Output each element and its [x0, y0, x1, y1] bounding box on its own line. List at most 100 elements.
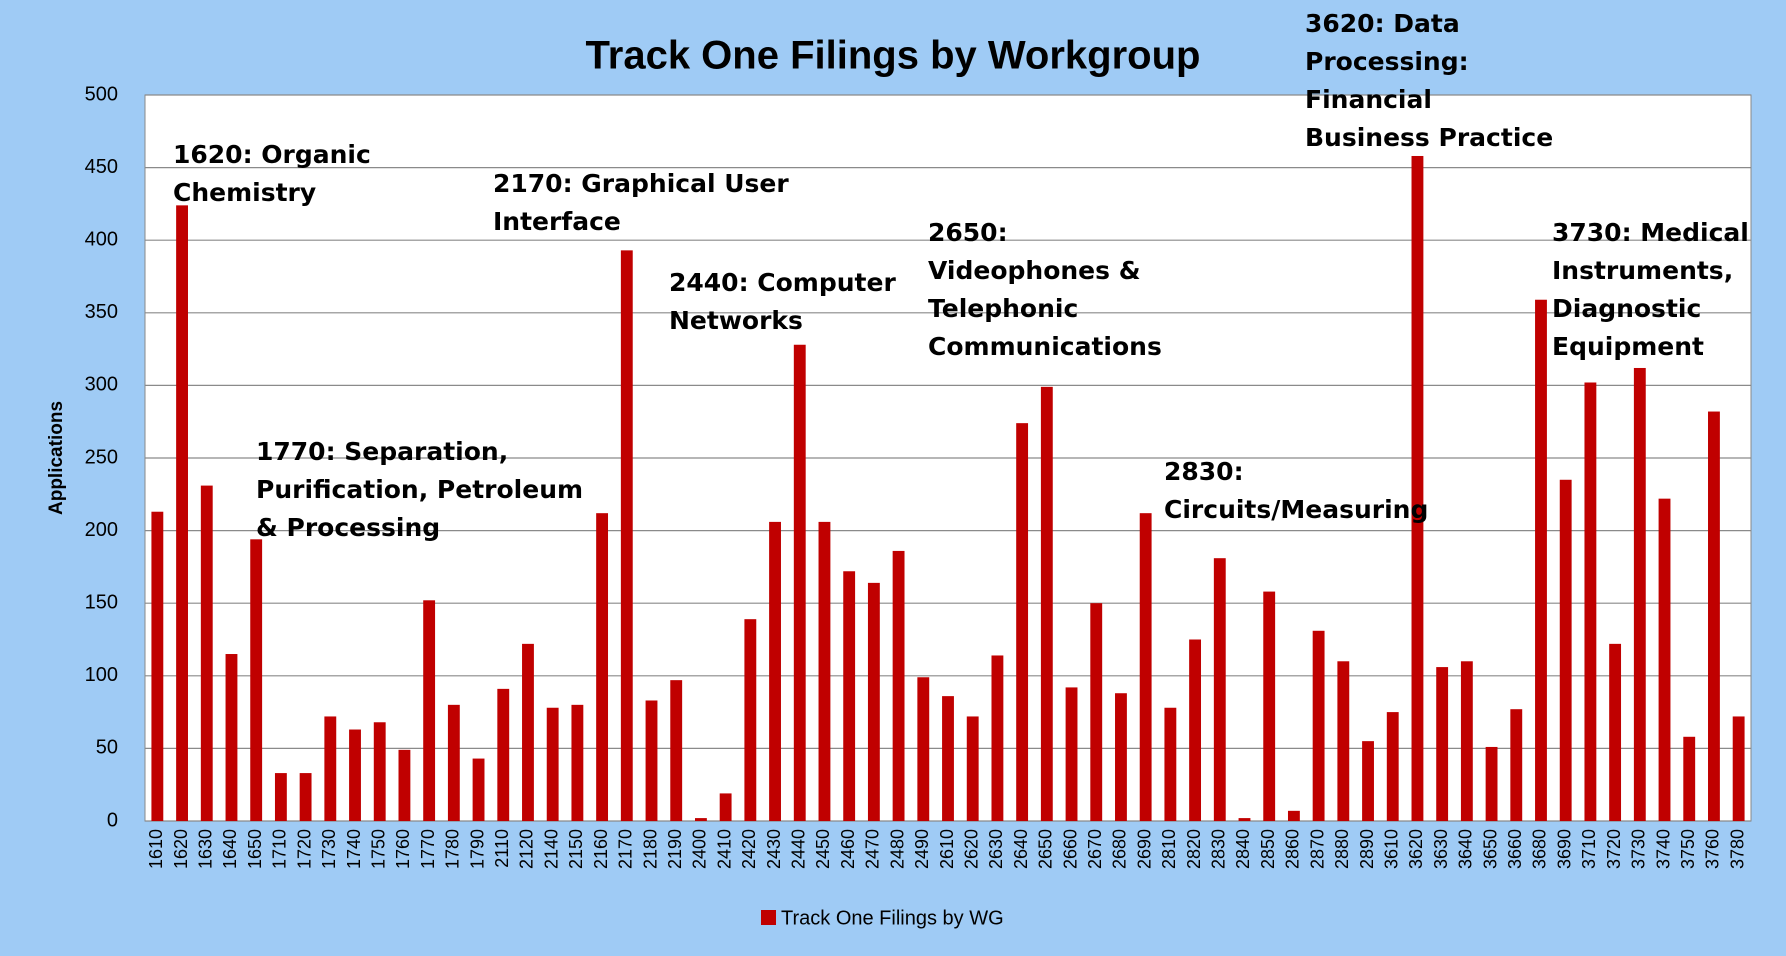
bar [1460, 661, 1473, 821]
x-tick-label: 3620 [1406, 829, 1426, 869]
bar [1362, 741, 1374, 821]
bar [522, 643, 534, 821]
bar [1658, 498, 1671, 821]
y-tick-label: 100 [85, 664, 118, 686]
x-tick-label: 3720 [1604, 829, 1624, 869]
bar [1263, 591, 1276, 821]
bar [250, 539, 263, 821]
annotation: 2830: [1164, 457, 1244, 486]
bar [1238, 818, 1251, 821]
bar [324, 716, 337, 821]
bar [1633, 367, 1646, 821]
bar [1510, 709, 1523, 821]
bar [299, 773, 312, 821]
bar [1559, 479, 1572, 821]
bar [966, 716, 979, 821]
bar [1090, 603, 1103, 821]
x-tick-label: 2690 [1134, 829, 1154, 869]
annotation: Networks [669, 306, 803, 335]
x-tick-label: 2420 [739, 829, 759, 869]
x-tick-label: 3730 [1629, 829, 1649, 869]
bar [1189, 639, 1202, 821]
x-tick-label: 2160 [591, 829, 611, 869]
annotation: 3730: Medical [1552, 218, 1749, 247]
x-tick-label: 2630 [986, 829, 1006, 869]
x-tick-label: 1630 [196, 829, 216, 869]
bar [719, 793, 732, 821]
y-tick-label: 350 [85, 301, 118, 323]
x-tick-label: 1640 [220, 829, 240, 869]
x-tick-label: 2830 [1209, 829, 1229, 869]
bar [274, 773, 287, 821]
x-tick-label: 2140 [541, 829, 561, 869]
bar [1016, 423, 1029, 821]
bar [917, 677, 930, 821]
bar [1708, 411, 1720, 821]
x-tick-label: 2640 [1011, 829, 1031, 869]
bar [1411, 155, 1424, 821]
x-tick-label: 2680 [1110, 829, 1130, 869]
x-tick-label: 1650 [245, 829, 265, 869]
bar [1164, 707, 1177, 821]
annotation: 2170: Graphical User [493, 169, 789, 198]
x-tick-label: 1740 [344, 829, 364, 869]
annotation: Communications [928, 332, 1162, 361]
x-tick-label: 2460 [838, 829, 858, 869]
legend-label: Track One Filings by WG [781, 907, 1004, 929]
x-tick-label: 2490 [912, 829, 932, 869]
annotation: 1620: Organic [173, 140, 371, 169]
bar [1337, 661, 1350, 821]
x-tick-label: 2620 [961, 829, 981, 869]
x-tick-label: 2170 [616, 829, 636, 869]
x-tick-label: 2890 [1357, 829, 1377, 869]
x-tick-label: 3780 [1727, 829, 1747, 869]
bar [620, 250, 633, 821]
x-tick-label: 3650 [1480, 829, 1500, 869]
x-tick-label: 3610 [1381, 829, 1401, 869]
y-tick-label: 150 [85, 591, 118, 613]
annotation: Telephonic [928, 294, 1078, 323]
x-tick-label: 1770 [418, 829, 438, 869]
bar [843, 571, 856, 821]
bar [892, 550, 905, 821]
bar [818, 521, 831, 821]
bar [694, 818, 707, 821]
x-tick-label: 2860 [1283, 829, 1303, 869]
x-tick-label: 1720 [294, 829, 314, 869]
annotation: Videophones & [928, 256, 1141, 285]
bar [151, 511, 164, 821]
bar [1213, 558, 1226, 821]
x-tick-label: 2870 [1307, 829, 1327, 869]
x-tick-label: 2450 [813, 829, 833, 869]
x-tick-label: 2650 [1036, 829, 1056, 869]
bar [1040, 386, 1053, 821]
bar [1287, 810, 1300, 821]
bar [398, 749, 411, 821]
annotation: Processing: [1305, 47, 1469, 76]
bar [546, 707, 559, 821]
bar [349, 729, 361, 821]
bar [225, 654, 238, 821]
x-tick-label: 2150 [566, 829, 586, 869]
x-tick-label: 2480 [887, 829, 907, 869]
annotation: Purification, Petroleum [256, 475, 583, 504]
bar [1115, 693, 1127, 821]
bar [1609, 643, 1622, 821]
x-tick-label: 2400 [690, 829, 710, 869]
annotation: Circuits/Measuring [1164, 495, 1428, 524]
bar [596, 513, 609, 821]
bar [423, 600, 436, 821]
x-tick-label: 2670 [1085, 829, 1105, 869]
x-tick-label: 2470 [863, 829, 883, 869]
bar [1535, 299, 1547, 821]
x-tick-label: 3710 [1579, 829, 1599, 869]
x-tick-label: 2110 [492, 829, 512, 868]
x-tick-label: 1790 [467, 829, 487, 869]
bar [1065, 687, 1078, 821]
bar [447, 704, 460, 821]
legend-swatch [761, 910, 776, 925]
x-tick-label: 1730 [319, 829, 339, 869]
y-tick-label: 200 [85, 519, 118, 541]
x-tick-label: 2840 [1233, 829, 1253, 869]
